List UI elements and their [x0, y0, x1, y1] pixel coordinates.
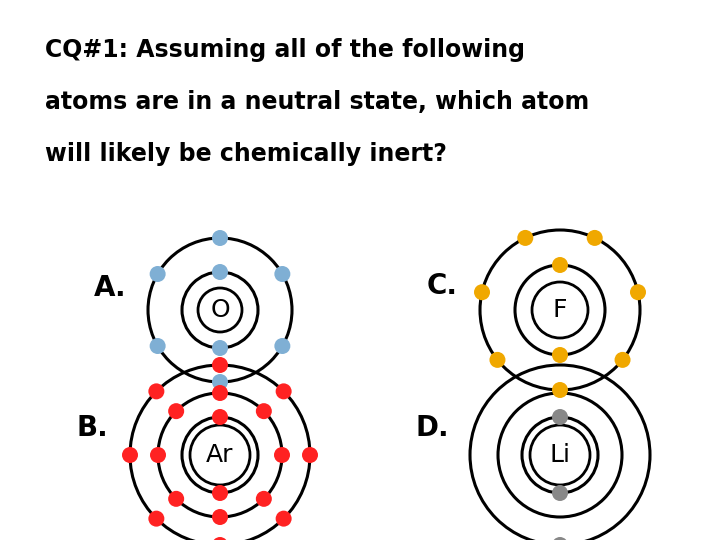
- Circle shape: [212, 537, 228, 540]
- Circle shape: [150, 447, 166, 463]
- Circle shape: [212, 264, 228, 280]
- Circle shape: [615, 352, 631, 368]
- Circle shape: [212, 374, 228, 390]
- Circle shape: [190, 425, 250, 485]
- Circle shape: [552, 257, 568, 273]
- Circle shape: [150, 266, 166, 282]
- Circle shape: [587, 230, 603, 246]
- Text: C.: C.: [426, 272, 457, 300]
- Circle shape: [274, 447, 290, 463]
- Circle shape: [532, 282, 588, 338]
- Circle shape: [212, 340, 228, 356]
- Circle shape: [474, 284, 490, 300]
- Text: will likely be chemically inert?: will likely be chemically inert?: [45, 142, 447, 166]
- Circle shape: [552, 409, 568, 425]
- Text: O: O: [210, 298, 230, 322]
- Text: Li: Li: [549, 443, 570, 467]
- Circle shape: [630, 284, 646, 300]
- Text: D.: D.: [415, 414, 449, 442]
- Circle shape: [212, 485, 228, 501]
- Circle shape: [168, 491, 184, 507]
- Circle shape: [212, 230, 228, 246]
- Circle shape: [274, 266, 290, 282]
- Text: A.: A.: [94, 274, 126, 302]
- Circle shape: [122, 447, 138, 463]
- Circle shape: [552, 485, 568, 501]
- Circle shape: [150, 338, 166, 354]
- Circle shape: [552, 382, 568, 398]
- Text: B.: B.: [76, 414, 108, 442]
- Circle shape: [198, 288, 242, 332]
- Circle shape: [148, 383, 164, 400]
- Circle shape: [552, 347, 568, 363]
- Circle shape: [212, 509, 228, 525]
- Circle shape: [276, 511, 292, 526]
- Circle shape: [302, 447, 318, 463]
- Text: atoms are in a neutral state, which atom: atoms are in a neutral state, which atom: [45, 90, 589, 114]
- Circle shape: [212, 409, 228, 425]
- Text: CQ#1: Assuming all of the following: CQ#1: Assuming all of the following: [45, 38, 525, 62]
- Circle shape: [517, 230, 534, 246]
- Circle shape: [212, 385, 228, 401]
- Text: Ar: Ar: [206, 443, 234, 467]
- Circle shape: [212, 357, 228, 373]
- Circle shape: [256, 403, 272, 419]
- Circle shape: [276, 383, 292, 400]
- Circle shape: [168, 403, 184, 419]
- Text: F: F: [553, 298, 567, 322]
- Circle shape: [148, 511, 164, 526]
- Circle shape: [530, 425, 590, 485]
- Circle shape: [274, 338, 290, 354]
- Circle shape: [552, 537, 568, 540]
- Circle shape: [256, 491, 272, 507]
- Circle shape: [490, 352, 505, 368]
